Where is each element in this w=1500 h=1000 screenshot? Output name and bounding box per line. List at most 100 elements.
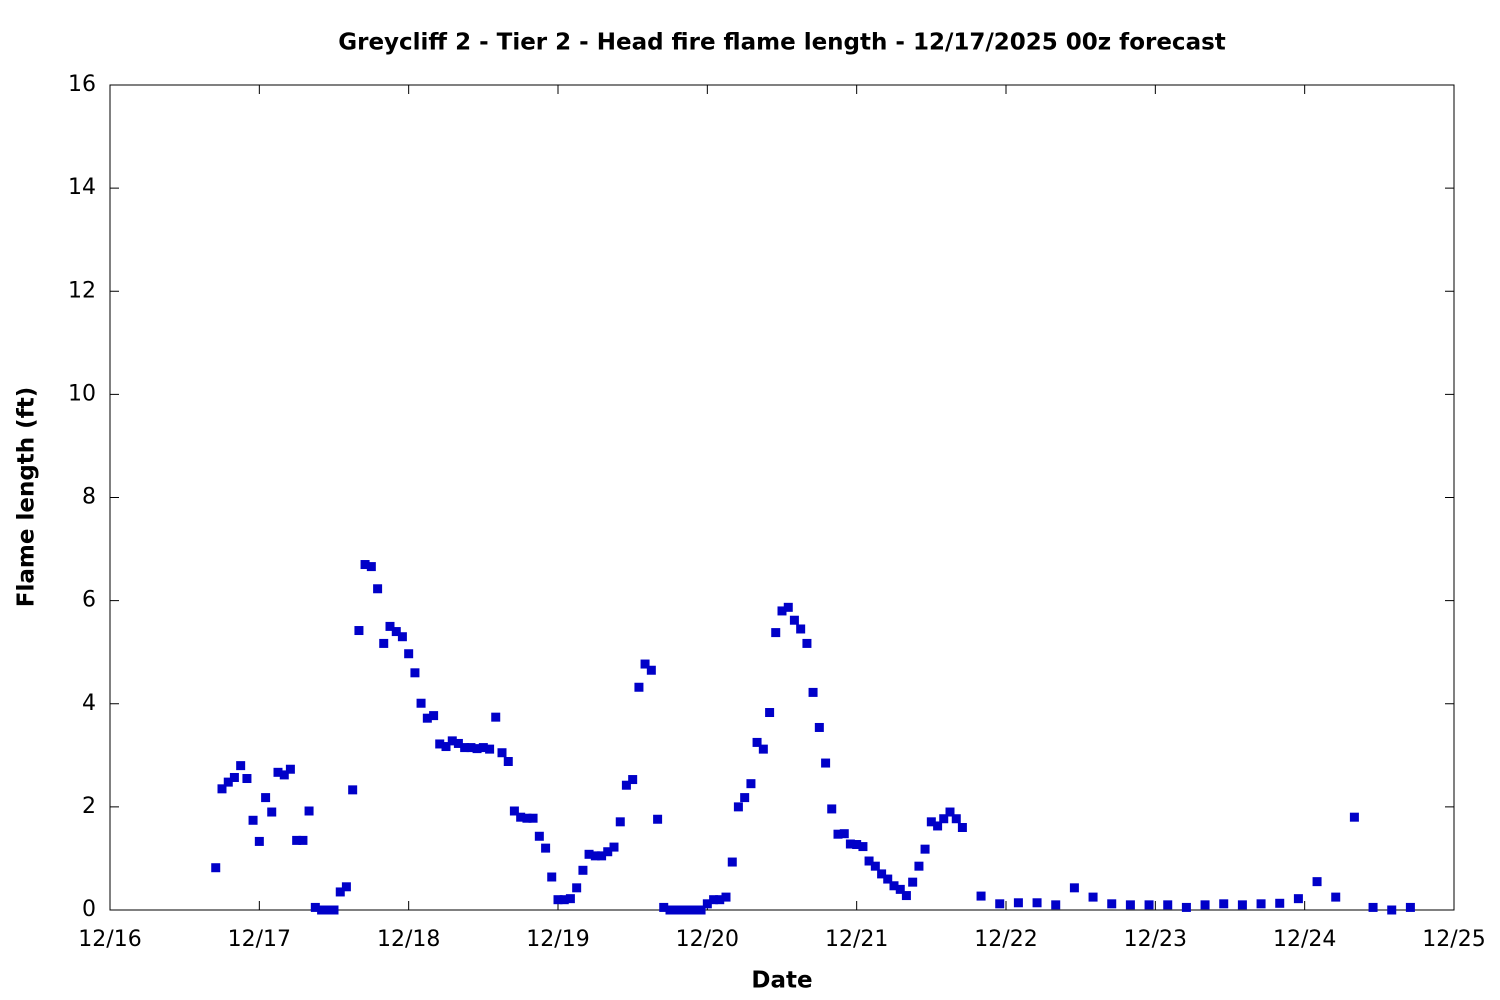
data-point [217,784,227,794]
data-point [534,831,544,841]
x-tick-label: 12/22 [974,927,1037,952]
data-point [1219,899,1229,909]
data-point [597,851,607,861]
data-point [939,814,949,824]
data-point [397,632,407,642]
data-point [702,899,712,909]
data-point [901,891,911,901]
data-point [354,626,364,636]
x-tick-label: 12/25 [1422,927,1485,952]
data-point [366,562,376,572]
data-point [503,757,513,766]
data-point [273,767,283,777]
data-point [236,761,246,771]
data-point [491,712,501,722]
data-point [478,743,488,753]
data-point [435,739,445,749]
data-point [1013,898,1023,908]
data-point [410,668,420,678]
data-point [298,835,308,845]
data-point [740,793,750,803]
data-point [1349,812,1359,822]
data-point [248,815,258,825]
data-point [777,606,787,616]
data-point [1200,900,1210,910]
data-point [485,744,495,754]
data-point [373,584,383,594]
data-point [348,785,358,795]
data-point [285,764,295,774]
data-point [758,744,768,754]
data-point [621,780,631,790]
data-point [1368,902,1378,912]
data-point [453,738,463,748]
data-point [404,649,414,659]
data-point [646,665,656,675]
data-point [416,698,426,708]
data-point [335,887,345,897]
y-tick-label: 6 [82,588,96,613]
data-point [578,865,588,875]
data-point [696,905,706,915]
data-point [895,884,905,894]
data-point [553,895,563,905]
data-point [1312,877,1322,887]
data-point [783,602,793,612]
data-point [429,711,439,721]
data-point [261,793,271,803]
data-point [827,804,837,814]
data-point [976,891,986,901]
data-point [1387,905,1397,915]
data-point [279,770,289,780]
data-point [653,814,663,824]
data-point [1331,892,1341,902]
data-point [914,861,924,871]
data-point [877,869,887,879]
data-point [833,829,843,839]
data-point [839,829,849,839]
data-point [796,624,806,634]
data-point [808,687,818,697]
data-point [565,894,575,904]
data-point [864,856,874,866]
x-tick-label: 12/17 [228,927,291,952]
data-point [1237,900,1247,910]
data-point [640,659,650,669]
data-point [317,905,327,915]
data-point [609,842,619,852]
x-tick-label: 12/24 [1273,927,1336,952]
y-tick-label: 2 [82,794,96,819]
data-point [1293,894,1303,904]
data-point [933,821,943,831]
data-point [665,905,675,915]
data-point [957,823,967,832]
x-tick-label: 12/21 [825,927,888,952]
data-point [1144,900,1154,910]
data-point [584,849,594,859]
data-point [229,772,239,782]
data-point [852,840,862,850]
data-point [889,881,899,891]
data-point [715,895,725,905]
data-point [945,807,955,817]
data-point [254,836,264,846]
data-point [360,560,370,570]
y-axis-title: Flame length (ft) [14,387,40,607]
data-point [628,775,638,785]
data-point [267,807,277,817]
data-point [385,621,395,631]
data-point [572,883,582,893]
data-point [310,902,320,912]
data-point [466,743,476,753]
data-point [1107,899,1117,909]
data-point [721,892,731,902]
y-tick-label: 10 [68,381,96,406]
data-point [789,615,799,625]
data-point [727,857,737,867]
data-point [323,905,333,915]
data-point [1181,902,1191,912]
data-point [341,882,351,892]
data-point [920,844,930,854]
data-point [870,861,880,871]
